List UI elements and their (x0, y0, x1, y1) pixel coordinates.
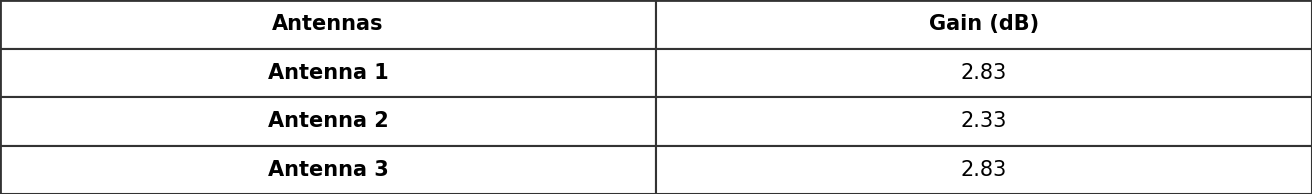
Text: 2.33: 2.33 (960, 111, 1008, 131)
Text: 2.83: 2.83 (960, 160, 1008, 180)
FancyBboxPatch shape (656, 97, 1312, 146)
FancyBboxPatch shape (0, 0, 656, 48)
FancyBboxPatch shape (656, 0, 1312, 48)
Text: Antenna 2: Antenna 2 (268, 111, 388, 131)
FancyBboxPatch shape (0, 146, 656, 194)
Text: Gain (dB): Gain (dB) (929, 14, 1039, 34)
FancyBboxPatch shape (0, 97, 656, 146)
FancyBboxPatch shape (656, 146, 1312, 194)
FancyBboxPatch shape (656, 48, 1312, 97)
FancyBboxPatch shape (0, 48, 656, 97)
Text: Antenna 3: Antenna 3 (268, 160, 388, 180)
Text: Antenna 1: Antenna 1 (268, 63, 388, 83)
Text: 2.83: 2.83 (960, 63, 1008, 83)
Text: Antennas: Antennas (273, 14, 383, 34)
